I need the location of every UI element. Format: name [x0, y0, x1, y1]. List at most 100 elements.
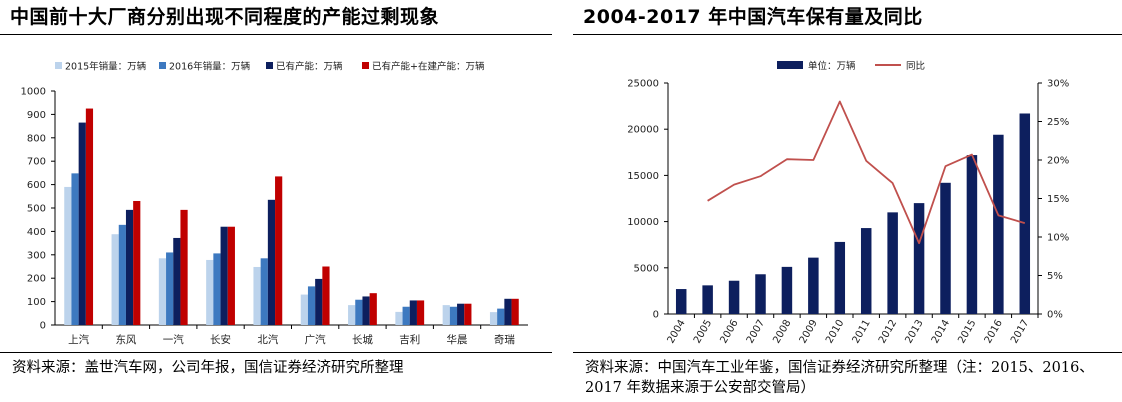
x-tick-label: 2011: [851, 318, 873, 346]
x-tick-label: 东风: [115, 333, 136, 346]
x-tick-label: 2008: [771, 318, 793, 346]
bar-吉利-2: [402, 306, 410, 325]
left-legend: 2015年销量：万辆 2016年销量：万辆 已有产能：万辆 已有产能+在建产能：万辆: [55, 61, 485, 73]
legend-swatch-1: [55, 62, 62, 69]
x-tick-label: 奇瑞: [494, 333, 515, 346]
y-tick-label: 800: [27, 133, 46, 144]
left-source-rule: [0, 352, 552, 353]
legend-label-line: 同比: [906, 60, 925, 72]
x-tick-label: 2016: [983, 318, 1005, 346]
bar-2007: [755, 274, 766, 314]
legend-swatch-3: [266, 62, 273, 69]
left-source-note: 资料来源：盖世汽车网，公司年报，国信证券经济研究所整理: [12, 360, 404, 376]
x-tick-label: 2015: [956, 318, 978, 346]
left-bar-chart: 2015年销量：万辆 2016年销量：万辆 已有产能：万辆 已有产能+在建产能：万辆 0…: [21, 61, 528, 346]
bar-2013: [913, 203, 925, 314]
right-axis-tick-label: 5%: [1047, 271, 1063, 282]
y-tick-label: 200: [27, 274, 46, 285]
right-axis-tick-label: 15%: [1047, 194, 1069, 205]
bar-一汽-1: [158, 258, 167, 325]
bar-华晨-2: [449, 306, 458, 325]
bar-吉利-1: [395, 311, 403, 325]
bar-北汽-4: [275, 176, 283, 325]
bar-2012: [887, 212, 898, 314]
legend-swatch-4: [362, 62, 369, 69]
growth-rate-line: [707, 100, 1026, 245]
right-axis-tick-label: 0%: [1047, 310, 1063, 321]
x-tick-label: 2009: [798, 318, 820, 346]
bar-2004: [675, 289, 687, 314]
y-tick-label: 900: [27, 110, 46, 121]
bar-长城-1: [348, 305, 356, 325]
bar-长安-2: [213, 253, 221, 325]
bar-华晨-4: [464, 303, 472, 325]
bar-长城-3: [362, 296, 370, 325]
legend-label-bars: 单位：万辆: [808, 60, 856, 72]
bar-2006: [728, 280, 740, 314]
x-tick-label: 广汽: [305, 333, 326, 346]
y-tick-label: 0: [40, 321, 46, 332]
right-title-rule: [573, 34, 1122, 35]
bar-2011: [860, 228, 872, 314]
legend-label-3: 已有产能：万辆: [276, 61, 343, 73]
bar-广汽-2: [307, 286, 316, 325]
bar-广汽-3: [315, 278, 323, 325]
legend-label-4: 已有产能+在建产能：万辆: [372, 61, 485, 73]
left-axis-tick-label: 20000: [627, 125, 659, 136]
bar-华晨-1: [442, 305, 450, 325]
bar-广汽-1: [300, 294, 308, 325]
bar-北汽-2: [260, 258, 268, 325]
x-tick-label: 2005: [692, 318, 714, 346]
x-tick-label: 长安: [210, 333, 231, 346]
bar-一汽-3: [173, 237, 181, 325]
bar-上汽-1: [64, 186, 72, 325]
bar-东风-2: [118, 224, 126, 325]
y-tick-label: 1000: [21, 87, 46, 98]
legend-label-1: 2015年销量：万辆: [65, 61, 147, 73]
bar-2014: [940, 182, 951, 314]
bar-东风-4: [133, 200, 141, 325]
x-tick-label: 2006: [718, 318, 740, 346]
bar-一汽-2: [166, 252, 174, 325]
left-axis-tick-label: 5000: [634, 263, 659, 274]
right-combo-chart: 单位：万辆 同比 0 5000 10000 15000 20000 25000 0% 5% 10% 1…: [627, 60, 1069, 346]
x-tick-label: 华晨: [447, 333, 468, 346]
right-source-line-2: 2017 年数据来源于公安部交管局）: [585, 380, 816, 396]
bar-2016: [993, 134, 1004, 314]
right-source-note: 资料来源：中国汽车工业年鉴，国信证券经济研究所整理（注：2015、2016、 2…: [585, 358, 1094, 398]
bar-吉利-3: [409, 300, 417, 325]
bar-上汽-3: [78, 122, 86, 325]
bar-北汽-3: [267, 199, 276, 325]
left-axis-tick-label: 10000: [627, 217, 659, 228]
bar-长安-3: [220, 226, 228, 325]
y-tick-label: 600: [27, 180, 46, 191]
legend-label-2: 2016年销量：万辆: [169, 61, 251, 73]
right-axis-tick-label: 10%: [1047, 233, 1069, 244]
bar-长城-2: [355, 299, 363, 325]
y-tick-label: 400: [27, 227, 46, 238]
bar-长城-4: [369, 293, 377, 325]
bar-长安-1: [206, 259, 214, 325]
bar-2010: [834, 241, 846, 314]
legend-swatch-2: [159, 62, 166, 69]
bar-上汽-4: [85, 108, 94, 325]
right-axis-tick-label: 30%: [1047, 79, 1069, 90]
bar-奇瑞-2: [497, 308, 505, 325]
x-tick-label: 吉利: [399, 334, 420, 346]
bar-2017: [1019, 113, 1031, 314]
left-chart-title: 中国前十大厂商分别出现不同程度的产能过剩现象: [10, 6, 440, 28]
left-axis-tick-label: 15000: [627, 171, 659, 182]
bar-北汽-1: [253, 266, 261, 325]
x-tick-label: 北汽: [257, 333, 278, 346]
bar-东风-1: [111, 234, 119, 325]
x-tick-label: 上汽: [68, 333, 89, 346]
legend-swatch-bars: [777, 61, 803, 69]
y-tick-label: 100: [27, 297, 46, 308]
bar-2005: [702, 285, 713, 314]
x-tick-label: 2007: [745, 318, 767, 346]
right-axis-tick-label: 25%: [1047, 117, 1069, 128]
x-tick-label: 2017: [1009, 318, 1031, 346]
x-tick-label: 2013: [903, 318, 925, 346]
bar-奇瑞-4: [511, 298, 519, 325]
bar-2009: [808, 257, 819, 314]
